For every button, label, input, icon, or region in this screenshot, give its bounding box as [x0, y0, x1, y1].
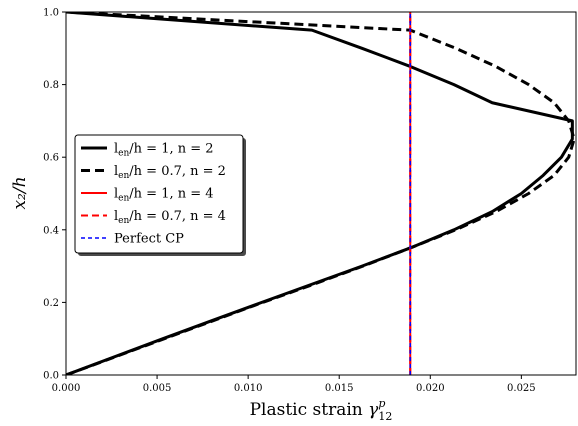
x-tick-label: 0.005	[143, 383, 172, 394]
legend-label: Perfect CP	[114, 232, 184, 247]
ticks-layer: 0.000 0.005 0.010 0.015 0.020 0.025 0.0 0.2 0.4 0…	[43, 8, 536, 395]
legend-entry-3: len/h = 0.7, n = 4	[81, 209, 226, 226]
legend-entry-2: len/h = 1, n = 4	[81, 187, 214, 204]
legend-entry-1: len/h = 0.7, n = 2	[81, 164, 226, 181]
legend-label: len/h = 1, n = 4	[114, 187, 214, 204]
x-tick-label: 0.025	[507, 383, 536, 394]
y-axis-label: x₂/h	[10, 176, 30, 209]
plot-frame	[65, 11, 577, 376]
legend-label: len/h = 1, n = 2	[114, 142, 214, 159]
legend: len/h = 1, n = 2 len/h = 0.7, n = 2 len/h …	[74, 134, 246, 256]
legend-label: len/h = 0.7, n = 4	[114, 209, 226, 226]
legend-box	[74, 134, 244, 254]
y-tick-label: 1.0	[43, 8, 59, 19]
x-tick-label: 0.015	[325, 383, 354, 394]
series-layer	[66, 12, 576, 375]
legend-entry-4: Perfect CP	[81, 232, 184, 247]
y-tick-label: 0.4	[43, 225, 59, 236]
legend-entry-0: len/h = 1, n = 2	[81, 142, 214, 159]
y-tick-label: 0.2	[43, 298, 59, 309]
x-axis-label: Plastic strain γp 12	[250, 397, 393, 423]
x-tick-label: 0.000	[52, 383, 81, 394]
y-tick-label: 0.8	[43, 80, 59, 91]
legend-label: len/h = 0.7, n = 2	[114, 164, 226, 181]
y-tick-label: 0.6	[43, 153, 59, 164]
x-tick-label: 0.010	[234, 383, 263, 394]
y-tick-label: 0.0	[43, 371, 59, 382]
x-tick-label: 0.020	[416, 383, 445, 394]
series-line-1	[66, 12, 576, 375]
